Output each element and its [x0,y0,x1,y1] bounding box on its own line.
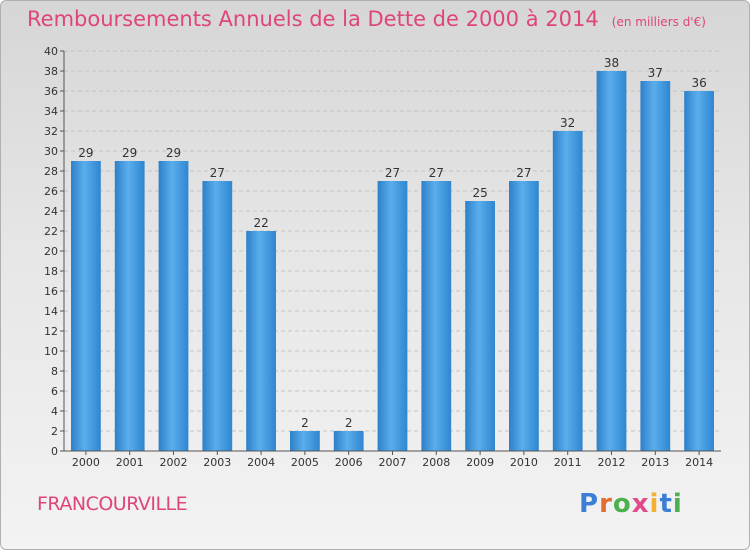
bar-2007 [377,181,408,451]
y-tick-label: 38 [44,65,58,78]
bar-2014 [684,91,714,451]
bar-value-label: 2 [301,416,309,430]
bar-2009 [465,201,495,451]
bar-value-label: 37 [648,66,663,80]
y-tick-label: 32 [44,125,58,138]
chart-title: Remboursements Annuels de la Dette de 20… [27,7,706,31]
x-tick-label: 2001 [116,456,144,469]
x-tick-label: 2013 [641,456,669,469]
x-tick-label: 2010 [510,456,538,469]
bar-2010 [509,181,539,451]
x-tick-label: 2008 [422,456,450,469]
y-tick-label: 18 [44,265,58,278]
bar-2013 [640,81,671,451]
bar-value-label: 27 [516,166,531,180]
y-tick-label: 22 [44,225,58,238]
logo-letter: i [672,489,683,519]
bar-2003 [202,181,233,451]
bar-value-label: 27 [429,166,444,180]
bar-value-label: 29 [122,146,137,160]
city-name: FRANCOURVILLE [37,493,188,515]
bar-2005 [290,431,320,451]
x-tick-label: 2002 [160,456,188,469]
bar-2001 [114,161,145,451]
y-tick-label: 24 [44,205,58,218]
logo-letter: P [579,489,600,519]
bar-2008 [421,181,452,451]
bar-2011 [552,131,583,451]
x-tick-label: 2007 [379,456,407,469]
logo-letter: i [649,489,660,519]
bar-value-label: 38 [604,56,619,70]
title-text: Remboursements Annuels de la Dette de 20… [27,7,599,31]
y-tick-label: 40 [44,45,58,58]
y-tick-label: 8 [51,365,58,378]
y-tick-label: 4 [51,405,58,418]
y-tick-label: 30 [44,145,58,158]
logo-letter: r [599,489,613,519]
bar-value-label: 27 [385,166,400,180]
logo-letter: o [612,489,632,519]
x-tick-label: 2006 [335,456,363,469]
bar-2000 [71,161,101,451]
logo-letter: x [631,489,650,519]
bar-2004 [246,231,276,451]
bar-value-label: 27 [210,166,225,180]
bar-value-label: 2 [345,416,353,430]
y-tick-label: 12 [44,325,58,338]
bar-value-label: 29 [78,146,93,160]
bar-value-label: 32 [560,116,575,130]
x-tick-label: 2012 [598,456,626,469]
bar-2012 [596,71,627,451]
y-tick-label: 2 [51,425,58,438]
y-tick-label: 6 [51,385,58,398]
x-tick-label: 2009 [466,456,494,469]
title-unit: (en milliers d'€) [611,15,706,29]
y-tick-label: 10 [44,345,58,358]
logo-letter: t [659,489,673,519]
proxiti-logo: Proxiti [579,489,683,519]
y-tick-label: 16 [44,285,58,298]
y-tick-label: 0 [51,445,58,458]
y-tick-label: 28 [44,165,58,178]
x-tick-label: 2000 [72,456,100,469]
bar-value-label: 22 [253,216,268,230]
y-tick-label: 20 [44,245,58,258]
bar-value-label: 29 [166,146,181,160]
x-tick-label: 2003 [203,456,231,469]
bar-2002 [158,161,189,451]
bar-value-label: 36 [691,76,706,90]
x-tick-label: 2014 [685,456,713,469]
bar-2006 [333,431,364,451]
x-tick-label: 2005 [291,456,319,469]
y-tick-label: 36 [44,85,58,98]
x-tick-label: 2004 [247,456,275,469]
x-tick-label: 2011 [554,456,582,469]
y-tick-label: 34 [44,105,58,118]
y-tick-label: 14 [44,305,58,318]
bar-value-label: 25 [472,186,487,200]
y-tick-label: 26 [44,185,58,198]
